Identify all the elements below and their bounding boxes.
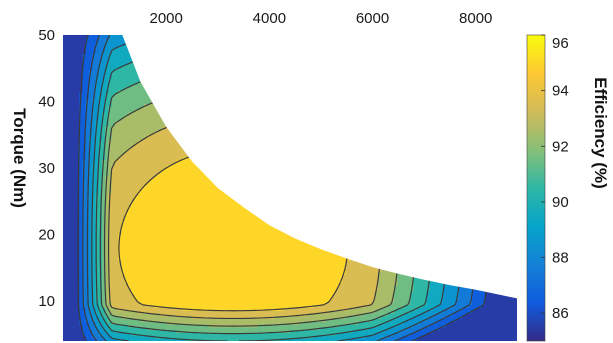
colorbar-tick-label: 88 [552,250,569,267]
colorbar-tick-label: 92 [552,138,569,155]
x-tick-label: 2000 [149,10,182,27]
y-tick-label: 30 [38,160,55,177]
y-tick-label: 50 [38,27,55,44]
y-tick-label: 10 [38,293,55,310]
contour-plot-area [63,33,519,341]
x-axis-ticks: 2000 4000 6000 8000 [149,10,492,27]
y-axis-ticks: 10 20 30 40 50 [38,27,55,310]
colorbar-label: Efficiency (%) [591,77,610,188]
colorbar [527,35,545,341]
colorbar-tick-label: 96 [552,35,569,52]
y-tick-label: 40 [38,94,55,111]
colorbar-tick-label: 94 [552,83,569,100]
colorbar-tick-label: 90 [552,194,569,211]
x-tick-label: 8000 [459,10,492,27]
y-axis-label: Torque (Nm) [10,108,29,208]
colorbar-tick-label: 86 [552,305,569,322]
x-tick-label: 6000 [356,10,389,27]
x-tick-label: 4000 [253,10,286,27]
y-tick-label: 20 [38,227,55,244]
